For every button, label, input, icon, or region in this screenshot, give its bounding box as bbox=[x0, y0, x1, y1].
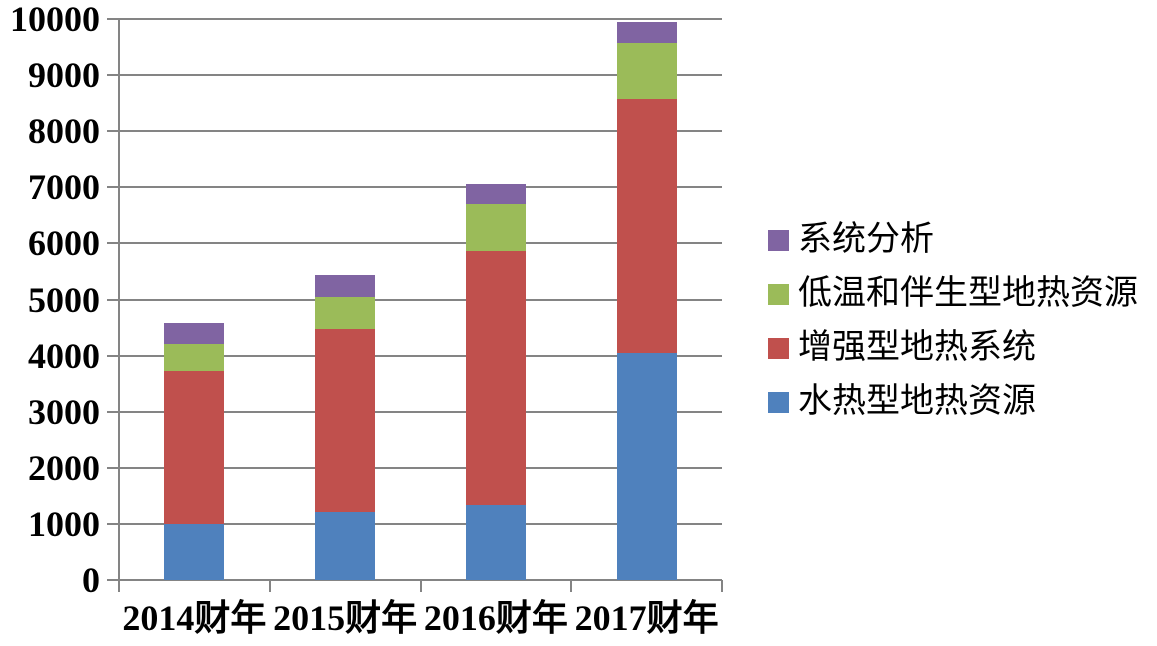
y-axis-tick-label: 10000 bbox=[10, 0, 100, 39]
bar-segment-2016财年-水热型地热资源 bbox=[465, 504, 526, 580]
y-axis-tick bbox=[107, 18, 119, 20]
bar-segment-2017财年-低温和伴生型地热资源 bbox=[616, 43, 677, 100]
legend-item-增强型地热系统: 增强型地热系统 bbox=[768, 331, 1138, 365]
y-axis-tick bbox=[107, 298, 119, 301]
y-axis-tick bbox=[107, 354, 119, 357]
x-axis-tick bbox=[419, 580, 422, 592]
bar-segment-2015财年-低温和伴生型地热资源 bbox=[315, 296, 376, 330]
bar-segment-2015财年-系统分析 bbox=[315, 274, 376, 297]
legend-item-系统分析: 系统分析 bbox=[768, 223, 1138, 257]
gridline bbox=[119, 466, 722, 469]
bar-segment-2016财年-增强型地热系统 bbox=[465, 250, 526, 505]
bar-segment-2015财年-水热型地热资源 bbox=[315, 511, 376, 580]
bar-segment-2016财年-系统分析 bbox=[465, 184, 526, 204]
bar-segment-2014财年-增强型地热系统 bbox=[164, 371, 225, 524]
legend-swatch-icon bbox=[768, 229, 789, 251]
gridline bbox=[119, 354, 722, 357]
bar-segment-2014财年-水热型地热资源 bbox=[164, 523, 225, 580]
y-axis-tick-label: 3000 bbox=[28, 391, 100, 432]
gridline bbox=[119, 74, 722, 77]
legend-label: 系统分析 bbox=[798, 221, 934, 258]
y-axis-tick-label: 8000 bbox=[28, 111, 100, 152]
bar-segment-2017财年-增强型地热系统 bbox=[616, 99, 677, 353]
x-axis-tick bbox=[118, 580, 120, 592]
bar-segment-2016财年-低温和伴生型地热资源 bbox=[465, 203, 526, 251]
bar-segment-2015财年-增强型地热系统 bbox=[315, 329, 376, 512]
x-axis-category-label: 2016财年 bbox=[423, 598, 568, 638]
y-axis-tick bbox=[107, 466, 119, 469]
gridline bbox=[119, 242, 722, 245]
y-axis-tick-label: 6000 bbox=[28, 223, 100, 264]
legend-swatch-icon bbox=[768, 337, 789, 359]
x-axis-category-label: 2014财年 bbox=[122, 598, 267, 638]
legend-item-低温和伴生型地热资源: 低温和伴生型地热资源 bbox=[768, 277, 1138, 311]
x-axis-category-label: 2017财年 bbox=[574, 598, 719, 638]
y-axis-tick bbox=[107, 522, 119, 525]
gridline bbox=[119, 522, 722, 525]
y-axis-tick bbox=[107, 410, 119, 413]
legend-swatch-icon bbox=[768, 391, 789, 413]
gridline bbox=[119, 186, 722, 189]
y-axis-tick-label: 1000 bbox=[28, 503, 100, 544]
gridline bbox=[119, 130, 722, 133]
bar-segment-2017财年-系统分析 bbox=[616, 21, 677, 44]
bar-segment-2017财年-水热型地热资源 bbox=[616, 352, 677, 580]
legend-label: 增强型地热系统 bbox=[798, 329, 1036, 366]
legend-swatch-icon bbox=[768, 283, 789, 305]
gridline bbox=[119, 410, 722, 413]
gridline bbox=[119, 298, 722, 301]
y-axis-tick bbox=[107, 242, 119, 245]
y-axis-tick-label: 4000 bbox=[28, 335, 100, 376]
x-axis-tick bbox=[570, 580, 573, 592]
legend: 系统分析低温和伴生型地热资源 增强型地热系统 水热型地热资源 bbox=[768, 223, 1138, 439]
bar-segment-2014财年-系统分析 bbox=[164, 323, 225, 344]
legend-item-水热型地热资源: 水热型地热资源 bbox=[768, 385, 1138, 419]
y-axis-tick-label: 0 bbox=[82, 560, 100, 600]
y-axis-tick-label: 5000 bbox=[28, 279, 100, 320]
y-axis-tick bbox=[107, 579, 119, 581]
y-axis-line bbox=[118, 18, 120, 592]
y-axis-tick bbox=[107, 74, 119, 77]
y-axis-tick-label: 2000 bbox=[28, 447, 100, 488]
y-axis-tick-label: 9000 bbox=[28, 55, 100, 96]
y-axis-tick-label: 7000 bbox=[28, 167, 100, 208]
legend-label: 水热型地热资源 bbox=[798, 383, 1036, 420]
gridline bbox=[119, 18, 722, 20]
x-axis-category-label: 2015财年 bbox=[273, 598, 418, 638]
x-axis-tick bbox=[721, 580, 723, 592]
x-axis-tick bbox=[268, 580, 271, 592]
y-axis-tick bbox=[107, 130, 119, 133]
bar-segment-2014财年-低温和伴生型地热资源 bbox=[164, 343, 225, 372]
y-axis-tick bbox=[107, 186, 119, 189]
legend-label: 低温和伴生型地热资源 bbox=[798, 275, 1138, 312]
